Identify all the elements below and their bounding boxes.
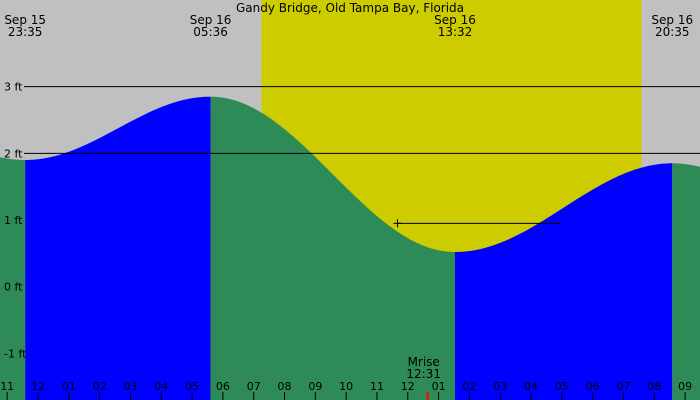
event-time-3: 20:35 xyxy=(655,25,690,39)
hour-tick-label: 12 xyxy=(31,380,45,393)
hour-tick-label: 05 xyxy=(185,380,199,393)
hour-tick-label: 03 xyxy=(493,380,507,393)
hour-tick-label: 01 xyxy=(432,380,446,393)
hour-tick-label: 06 xyxy=(216,380,230,393)
hour-tick-label: 10 xyxy=(339,380,353,393)
hour-tick-label: 12 xyxy=(401,380,415,393)
hour-tick-label: 01 xyxy=(62,380,76,393)
hour-tick-label: 03 xyxy=(123,380,137,393)
tide-segment xyxy=(25,96,211,400)
y-axis-labels: 3 ft 2 ft 1 ft 0 ft -1 ft xyxy=(4,81,27,361)
tide-area xyxy=(0,96,700,400)
moonrise-time: 12:31 xyxy=(406,367,441,381)
tide-segment xyxy=(0,157,26,400)
hour-tick-label: 07 xyxy=(247,380,261,393)
y-tick-label: 2 ft xyxy=(4,147,23,160)
event-date-1: Sep 16 xyxy=(190,13,232,27)
hour-tick-label: 04 xyxy=(154,380,168,393)
chart-title: Gandy Bridge, Old Tampa Bay, Florida xyxy=(236,1,464,15)
hour-tick-label: 08 xyxy=(647,380,661,393)
hour-tick-label: 02 xyxy=(93,380,107,393)
tide-segment xyxy=(672,163,700,400)
moonrise-label: Mrise xyxy=(408,355,440,369)
hour-tick-label: 02 xyxy=(462,380,476,393)
y-tick-label: -1 ft xyxy=(4,347,27,360)
event-time-0: 23:35 xyxy=(8,25,43,39)
hour-tick-label: 09 xyxy=(678,380,692,393)
hour-tick-label: 09 xyxy=(308,380,322,393)
y-tick-label: 3 ft xyxy=(4,81,23,94)
tide-segment xyxy=(455,163,673,400)
hour-tick-label: 11 xyxy=(370,380,384,393)
event-date-2: Sep 16 xyxy=(434,13,476,27)
y-tick-label: 0 ft xyxy=(4,281,23,294)
event-date-0: Sep 15 xyxy=(4,13,46,27)
event-time-1: 05:36 xyxy=(193,25,228,39)
tide-segment xyxy=(210,96,455,400)
hour-tick-label: 11 xyxy=(0,380,14,393)
gridlines xyxy=(24,86,700,154)
event-date-3: Sep 16 xyxy=(651,13,693,27)
event-time-2: 13:32 xyxy=(438,25,473,39)
hour-tick-label: 04 xyxy=(524,380,538,393)
hour-tick-label: 06 xyxy=(586,380,600,393)
current-level-marker xyxy=(393,219,560,228)
hour-tick-label: 08 xyxy=(278,380,292,393)
hour-tick-label: 07 xyxy=(616,380,630,393)
y-tick-label: 1 ft xyxy=(4,214,23,227)
x-axis-ticks: 11 12 01 02 03 04 05 06 07 08 09 10 11 12 01 02 03 04 05 06… xyxy=(0,380,692,400)
hour-tick-label: 05 xyxy=(555,380,569,393)
